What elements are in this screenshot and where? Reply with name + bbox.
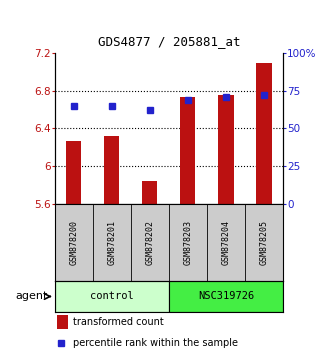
Text: GSM878202: GSM878202	[145, 220, 154, 265]
Bar	[218, 96, 234, 204]
Text: GSM878201: GSM878201	[107, 220, 116, 265]
Text: GSM878203: GSM878203	[183, 220, 192, 265]
Bar	[257, 63, 272, 204]
Text: GSM878200: GSM878200	[69, 220, 78, 265]
Text: GSM878205: GSM878205	[260, 220, 268, 265]
Text: NSC319726: NSC319726	[198, 291, 254, 302]
Bar	[55, 281, 169, 312]
Bar	[169, 281, 283, 312]
Bar	[142, 181, 158, 204]
Text: agent: agent	[16, 291, 48, 302]
Bar	[180, 97, 195, 204]
Bar	[104, 136, 119, 204]
Text: percentile rank within the sample: percentile rank within the sample	[73, 338, 238, 348]
Text: transformed count: transformed count	[73, 318, 164, 327]
Bar	[66, 141, 81, 204]
Text: GSM878204: GSM878204	[221, 220, 230, 265]
Text: GDS4877 / 205881_at: GDS4877 / 205881_at	[98, 35, 240, 48]
Text: control: control	[90, 291, 134, 302]
Bar	[57, 315, 68, 329]
